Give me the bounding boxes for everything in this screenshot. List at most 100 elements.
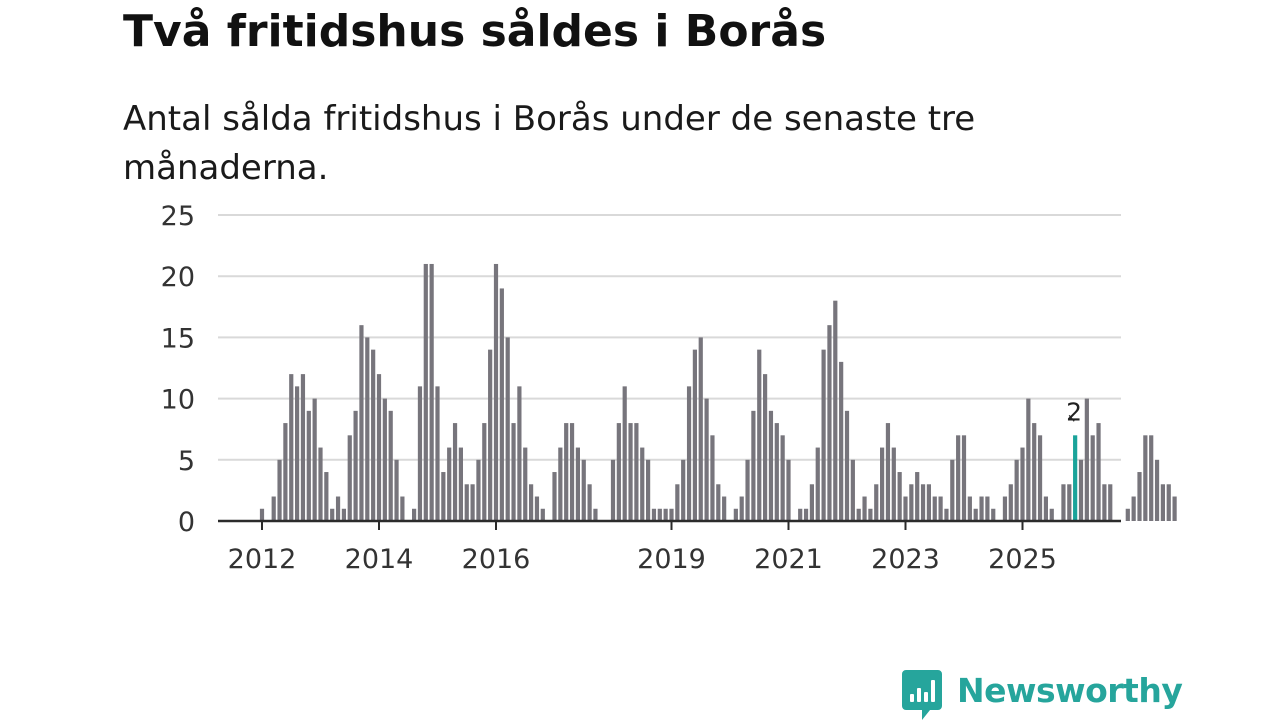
bar [482, 423, 487, 521]
bar [763, 374, 768, 521]
bar [774, 423, 779, 521]
bar [640, 447, 645, 521]
x-tick-label: 2014 [345, 544, 414, 575]
bar [616, 423, 621, 521]
bar [575, 447, 580, 521]
bar [417, 386, 423, 521]
bar [564, 423, 569, 521]
bar [435, 386, 440, 521]
x-tick-label: 2016 [462, 544, 531, 575]
bar [341, 508, 346, 521]
bar [476, 459, 481, 521]
bar [365, 337, 370, 521]
bar [891, 447, 896, 521]
bar [259, 508, 265, 521]
bar [967, 496, 972, 521]
bar [458, 447, 463, 521]
y-tick-label: 20 [161, 262, 195, 293]
bar [447, 447, 452, 521]
chart-subtitle: Antal sålda fritidshus i Borås under de … [123, 99, 976, 188]
bar [628, 423, 633, 521]
bar [400, 496, 405, 521]
bar [704, 398, 709, 521]
bar [932, 496, 937, 521]
bar [956, 435, 961, 521]
bar [973, 508, 978, 521]
bar [909, 484, 914, 521]
bar [1026, 398, 1031, 521]
y-tick-label: 5 [178, 446, 195, 477]
bar [961, 435, 967, 521]
bar [885, 423, 891, 521]
bar [985, 496, 990, 521]
bar [798, 508, 803, 521]
bar [558, 447, 563, 521]
bar [657, 508, 662, 521]
bar [330, 508, 335, 521]
bar [897, 472, 902, 521]
bar [944, 508, 949, 521]
bar [1014, 459, 1019, 521]
bar [464, 484, 469, 521]
bar [587, 484, 592, 521]
chart-title: Två fritidshus såldes i Borås [123, 6, 827, 57]
bar [698, 337, 703, 521]
bar [844, 410, 850, 521]
bar [903, 496, 908, 521]
x-tick-label: 2021 [754, 544, 823, 575]
bar [1131, 496, 1136, 521]
bar [1108, 484, 1113, 521]
bar [1137, 472, 1142, 521]
bar [1160, 484, 1165, 521]
y-tick-label: 0 [178, 507, 195, 538]
x-tick-label: 2025 [988, 544, 1057, 575]
bar [920, 484, 926, 521]
bar [306, 410, 311, 521]
bar [950, 459, 955, 521]
bar [569, 423, 575, 521]
bar [716, 484, 721, 521]
bar [423, 263, 428, 521]
bar [353, 410, 358, 521]
bar [815, 447, 820, 521]
bar [488, 349, 493, 521]
bar [382, 398, 387, 521]
highlight-bar [1073, 435, 1078, 521]
bar [622, 386, 627, 521]
bar [371, 349, 376, 521]
x-tick-label: 2023 [871, 544, 940, 575]
bar [710, 435, 715, 521]
bar [874, 484, 879, 521]
bar [646, 459, 651, 521]
bar [529, 484, 534, 521]
bar [335, 496, 341, 521]
bar [1037, 435, 1043, 521]
bar [347, 435, 352, 521]
bar [722, 496, 727, 521]
bar [827, 325, 832, 521]
bar [1166, 484, 1171, 521]
y-tick-label: 10 [161, 385, 195, 416]
bar [663, 508, 668, 521]
bar [739, 496, 744, 521]
bar [839, 361, 844, 521]
bar [376, 374, 382, 521]
bar [511, 423, 516, 521]
x-tick-label: 2012 [228, 544, 297, 575]
bar [850, 459, 855, 521]
newsworthy-logo: Newsworthy [902, 670, 1183, 720]
bar [833, 300, 838, 521]
bar [1149, 435, 1154, 521]
bar [581, 459, 586, 521]
bar [1032, 423, 1037, 521]
bar [277, 459, 282, 521]
bar [452, 423, 458, 521]
bar [470, 484, 475, 521]
bar [862, 496, 867, 521]
bar [880, 447, 885, 521]
bar [1061, 484, 1066, 521]
bar [1143, 435, 1148, 521]
bar [979, 496, 984, 521]
annotation-leader [1068, 414, 1075, 422]
bar [1090, 435, 1095, 521]
